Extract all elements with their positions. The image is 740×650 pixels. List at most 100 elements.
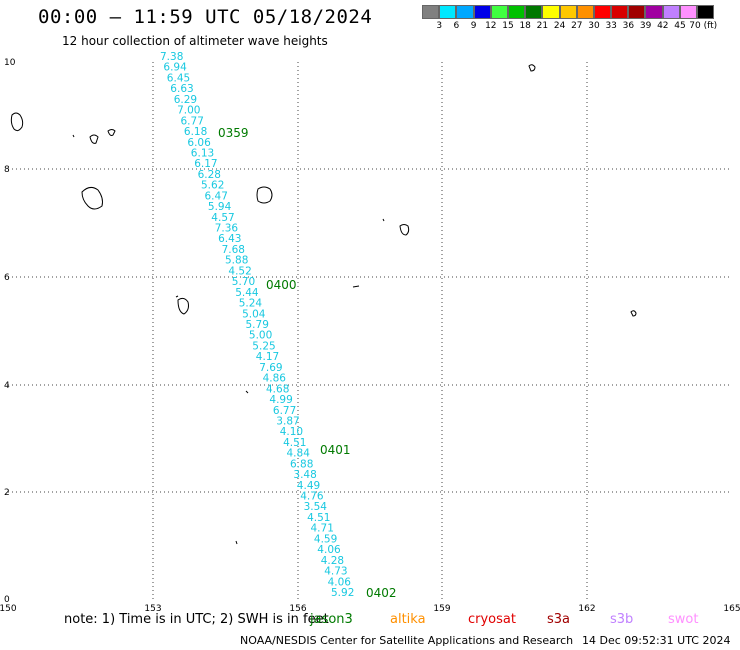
wave-height-value: 4.51 [283, 437, 306, 449]
footer-credit: NOAA/NESDIS Center for Satellite Applica… [240, 634, 574, 647]
colorbar-label: 33 [605, 21, 617, 31]
wave-height-value: 6.43 [218, 233, 241, 245]
track-times: 0359 0400 0401 0402 [218, 126, 397, 600]
island-outlines [10, 64, 637, 545]
y-tick-label: 6 [4, 273, 10, 283]
colorbar-label: 45 [674, 21, 686, 31]
page-title: 00:00 – 11:59 UTC 05/18/2024 [38, 6, 373, 28]
x-tick-label: 162 [578, 604, 595, 614]
y-tick-label: 10 [4, 58, 16, 68]
colorbar-label: 42 [657, 21, 669, 31]
map-grid [8, 62, 732, 599]
wave-height-value: 6.63 [170, 83, 193, 95]
wave-height-value: 4.59 [314, 533, 337, 545]
colorbar-labels: 3 6 9 12 15 18 21 24 27 30 33 36 39 42 45 70 (ft) [422, 21, 734, 33]
satellite-s3b: s3b [610, 612, 634, 627]
colorbar-label: 9 [470, 21, 477, 31]
wave-height-value: 3.87 [276, 416, 299, 428]
satellite-s3a: s3a [547, 612, 571, 627]
wave-height-value: 7.38 [160, 51, 183, 63]
satellite-jason3: jason3 [310, 612, 353, 627]
island-outline [352, 285, 360, 288]
colorbar-swatch [576, 5, 594, 19]
island-outline [81, 186, 103, 210]
wave-height-value: 5.62 [201, 180, 224, 192]
colorbar-label: 6 [453, 21, 460, 31]
colorbar-label: 30 [588, 21, 600, 31]
wave-height-value: 7.36 [215, 223, 239, 235]
y-tick-label: 2 [4, 488, 10, 498]
wave-height-value: 4.68 [266, 383, 289, 395]
colorbar-swatch [525, 5, 543, 19]
wave-height-value: 6.77 [181, 115, 204, 127]
wave-height-value: 6.29 [174, 94, 197, 106]
track-time-label: 0359 [218, 126, 249, 140]
island-outline [175, 295, 179, 298]
colorbar-swatch [507, 5, 526, 19]
wave-height-value: 6.06 [187, 137, 211, 149]
wave-height-value: 6.28 [198, 169, 221, 181]
note-text: note: 1) Time is in UTC; 2) SWH is in fe… [64, 612, 329, 627]
colorbar-label: 39 [639, 21, 652, 31]
wave-height-value: 4.73 [324, 566, 347, 578]
colorbar-swatch [697, 5, 715, 19]
track-time-label: 0402 [366, 586, 397, 600]
wave-height-value: 5.04 [242, 308, 266, 320]
colorbar-swatch [611, 5, 629, 19]
colorbar-swatch [439, 5, 457, 19]
wave-height-value: 3.48 [293, 469, 316, 481]
wave-height-value: 4.52 [228, 265, 251, 277]
island-outline [256, 186, 273, 204]
y-tick-label: 8 [4, 165, 10, 175]
wave-height-value: 5.88 [225, 255, 248, 267]
wave-height-value: 6.18 [184, 126, 207, 138]
island-outline [177, 297, 189, 315]
wave-height-value: 4.99 [269, 394, 292, 406]
wave-height-value: 6.94 [163, 62, 187, 74]
colorbar-swatch [559, 5, 577, 19]
wave-height-value: 6.77 [273, 405, 296, 417]
wave-height-value: 5.94 [208, 201, 232, 213]
satellite-swot: swot [668, 612, 699, 627]
colorbar-swatch [490, 5, 508, 19]
island-outline [528, 64, 536, 72]
wave-height-value: 5.00 [249, 330, 272, 342]
wave-height-value: 7.68 [222, 244, 245, 256]
wave-height-value: 3.54 [304, 501, 328, 513]
page-subtitle: 12 hour collection of altimeter wave hei… [62, 34, 328, 48]
colorbar-swatch [456, 5, 474, 19]
colorbar-swatch [542, 5, 560, 19]
island-outline [382, 218, 385, 222]
wave-height-value: 4.76 [300, 491, 324, 503]
wave-height-value: 4.86 [263, 373, 287, 385]
wave-height-value: 5.24 [239, 298, 263, 310]
wave-height-value: 4.49 [297, 480, 320, 492]
wave-height-value: 4.57 [211, 212, 234, 224]
y-tick-label: 0 [4, 595, 10, 605]
x-tick-label: 156 [289, 604, 306, 614]
colorbar-swatch [473, 5, 491, 19]
island-outline [89, 134, 99, 144]
wave-height-value: 5.70 [232, 276, 255, 288]
wave-height-value: 4.06 [317, 544, 341, 556]
wave-height-value: 5.44 [235, 287, 259, 299]
satellite-altika: altika [390, 612, 426, 627]
island-outline [107, 129, 116, 136]
island-outline [630, 310, 637, 317]
wave-height-value: 7.00 [177, 105, 200, 117]
colorbar-swatch [679, 5, 697, 19]
wave-height-value: 6.45 [167, 72, 190, 84]
wave-height-value: 6.88 [290, 458, 313, 470]
island-outline [399, 224, 410, 236]
colorbar-label: 24 [553, 21, 566, 31]
island-outline [235, 540, 238, 545]
colorbar-label: 15 [502, 21, 514, 31]
x-tick-label: 165 [723, 604, 740, 614]
wave-height-value: 4.06 [328, 576, 352, 588]
wave-height-value: 7.69 [259, 362, 282, 374]
y-tick-label: 4 [4, 381, 10, 391]
satellite-cryosat: cryosat [468, 612, 516, 627]
track-time-label: 0401 [320, 443, 351, 457]
island-outline [10, 112, 24, 132]
